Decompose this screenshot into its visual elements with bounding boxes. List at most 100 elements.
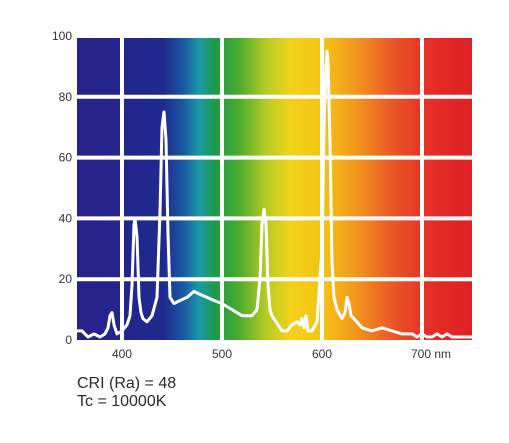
data-point: [129, 315, 131, 317]
data-point: [329, 141, 331, 143]
y-tick-label: 100: [52, 29, 72, 43]
plot-background: [77, 36, 472, 340]
data-point: [350, 315, 352, 317]
x-tick-label: 700 nm: [411, 347, 451, 361]
data-point: [401, 333, 403, 335]
data-point: [431, 336, 433, 338]
data-point: [426, 336, 428, 338]
series-points: [76, 50, 473, 338]
y-tick-label: 20: [59, 272, 73, 286]
series-line: [75, 49, 474, 339]
data-point: [296, 321, 298, 323]
data-point: [142, 318, 144, 320]
data-point: [231, 309, 233, 311]
data-point: [321, 248, 323, 250]
data-point: [136, 236, 138, 238]
tc-label: Tc = 10000K: [77, 393, 167, 410]
data-point: [76, 330, 78, 332]
data-point: [93, 333, 95, 335]
data-point: [186, 296, 188, 299]
data-point: [199, 293, 201, 295]
data-point: [391, 330, 393, 332]
data-point: [411, 333, 413, 335]
y-axis-ticks: 0 20 40 60 80 100: [52, 29, 72, 347]
data-point: [151, 315, 153, 317]
data-point: [163, 111, 165, 113]
y-tick-label: 0: [65, 333, 72, 347]
data-point: [146, 321, 148, 323]
data-point: [286, 330, 288, 332]
data-point: [241, 315, 243, 317]
data-point: [263, 208, 265, 210]
data-point: [331, 263, 333, 265]
data-point: [104, 333, 106, 335]
data-point: [269, 309, 271, 311]
data-point: [159, 211, 161, 213]
data-point: [206, 296, 208, 299]
data-point: [131, 284, 133, 286]
data-point: [121, 330, 123, 332]
data-point: [344, 312, 346, 314]
data-point: [161, 126, 163, 128]
data-point: [116, 333, 118, 335]
data-point: [303, 327, 305, 329]
data-point: [451, 336, 453, 338]
y-tick-label: 40: [59, 211, 73, 225]
data-point: [87, 336, 89, 338]
data-point: [291, 324, 293, 326]
data-point: [256, 309, 258, 311]
data-point: [421, 333, 423, 335]
data-point: [193, 290, 195, 292]
data-point: [471, 336, 473, 338]
data-point: [371, 330, 373, 332]
data-point: [323, 126, 325, 128]
data-point: [251, 315, 253, 317]
data-point: [348, 302, 350, 305]
data-point: [326, 50, 328, 52]
data-point: [169, 296, 171, 299]
data-point: [277, 324, 279, 326]
data-point: [213, 299, 215, 302]
x-axis-ticks: 400 500 600 700 nm: [112, 347, 451, 361]
data-point: [301, 318, 303, 320]
data-point: [307, 330, 309, 332]
data-point: [316, 321, 318, 323]
x-tick-label: 400: [112, 347, 132, 361]
data-point: [173, 302, 175, 305]
data-point: [126, 324, 128, 326]
data-point: [133, 223, 135, 226]
data-point: [267, 284, 269, 286]
data-point: [81, 330, 83, 332]
data-point: [381, 327, 383, 329]
data-point: [346, 296, 348, 299]
data-point: [461, 336, 463, 338]
data-point: [353, 318, 355, 320]
data-point: [446, 333, 448, 335]
data-point: [341, 318, 343, 320]
data-point: [259, 278, 261, 280]
data-point: [134, 217, 136, 219]
data-point: [299, 324, 301, 326]
x-tick-label: 600: [312, 347, 332, 361]
data-point: [109, 315, 111, 317]
cri-label: CRI (Ra) = 48: [77, 375, 177, 392]
data-point: [113, 324, 115, 326]
data-point: [107, 327, 109, 329]
data-point: [336, 309, 338, 311]
data-point: [327, 59, 329, 61]
data-point: [261, 223, 263, 226]
data-point: [221, 302, 223, 305]
data-point: [165, 138, 167, 140]
data-point: [138, 296, 140, 299]
x-tick-label: 500: [212, 347, 232, 361]
data-point: [325, 65, 327, 67]
data-point: [140, 312, 142, 314]
data-point: [333, 296, 335, 299]
data-point: [311, 330, 313, 332]
data-point: [436, 333, 438, 335]
data-point: [99, 336, 101, 338]
data-point: [271, 315, 273, 317]
data-point: [167, 233, 169, 235]
data-point: [156, 296, 158, 299]
